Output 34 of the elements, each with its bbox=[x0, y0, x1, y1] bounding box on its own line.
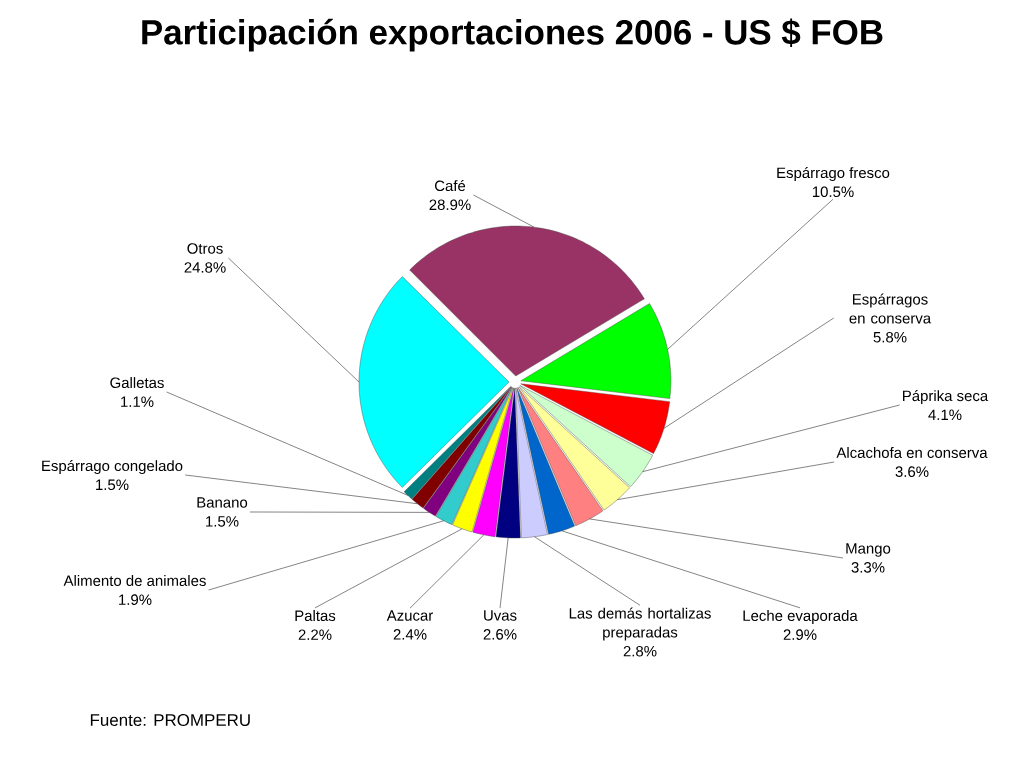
slice-label: Mango bbox=[846, 543, 891, 557]
source-note: Fuente: PROMPERU bbox=[90, 714, 250, 726]
slice-label: Páprika seca bbox=[903, 389, 989, 405]
slice-label: Espárrago fresco bbox=[777, 166, 890, 182]
data-label: 10.5% bbox=[812, 186, 854, 198]
slice-label: Espárrago congelado bbox=[42, 459, 183, 475]
slice-label: Otros bbox=[187, 243, 223, 254]
data-label: 1.1% bbox=[121, 396, 154, 407]
data-label: 4.1% bbox=[928, 409, 962, 421]
slice-label: Paltas bbox=[295, 610, 336, 622]
slice-label: Galletas bbox=[110, 377, 164, 389]
slice-label: Café bbox=[434, 179, 466, 192]
data-label: 3.6% bbox=[895, 466, 929, 477]
slice-label: Espárragos en conserva bbox=[849, 293, 932, 324]
data-label: 5.8% bbox=[873, 331, 907, 343]
slice-label: Azucar bbox=[386, 610, 433, 621]
slice-label: Las demás hortalizas preparadas bbox=[569, 607, 711, 641]
data-label: 1.5% bbox=[96, 479, 129, 491]
slice-label: Leche evaporada bbox=[743, 610, 858, 624]
data-label: 2.2% bbox=[298, 629, 332, 640]
slice-label: Uvas bbox=[484, 610, 517, 621]
data-label: 2.9% bbox=[783, 629, 817, 640]
chart-title: Participación exportaciones 2006 - US $ FOB bbox=[142, 18, 883, 52]
data-label: 1.5% bbox=[206, 516, 239, 527]
data-label: 1.9% bbox=[119, 594, 152, 605]
data-label: 2.4% bbox=[393, 629, 427, 640]
slice-label: Alimento de animales bbox=[63, 575, 206, 587]
data-label: 2.6% bbox=[483, 629, 517, 640]
data-label: 3.3% bbox=[851, 562, 885, 573]
slice-label: Banano bbox=[197, 497, 248, 508]
data-label: 24.8% bbox=[184, 262, 226, 273]
data-label: 2.8% bbox=[623, 645, 657, 657]
data-label: 28.9% bbox=[429, 199, 471, 211]
slice-label: Alcachofa en conserva bbox=[836, 447, 988, 459]
